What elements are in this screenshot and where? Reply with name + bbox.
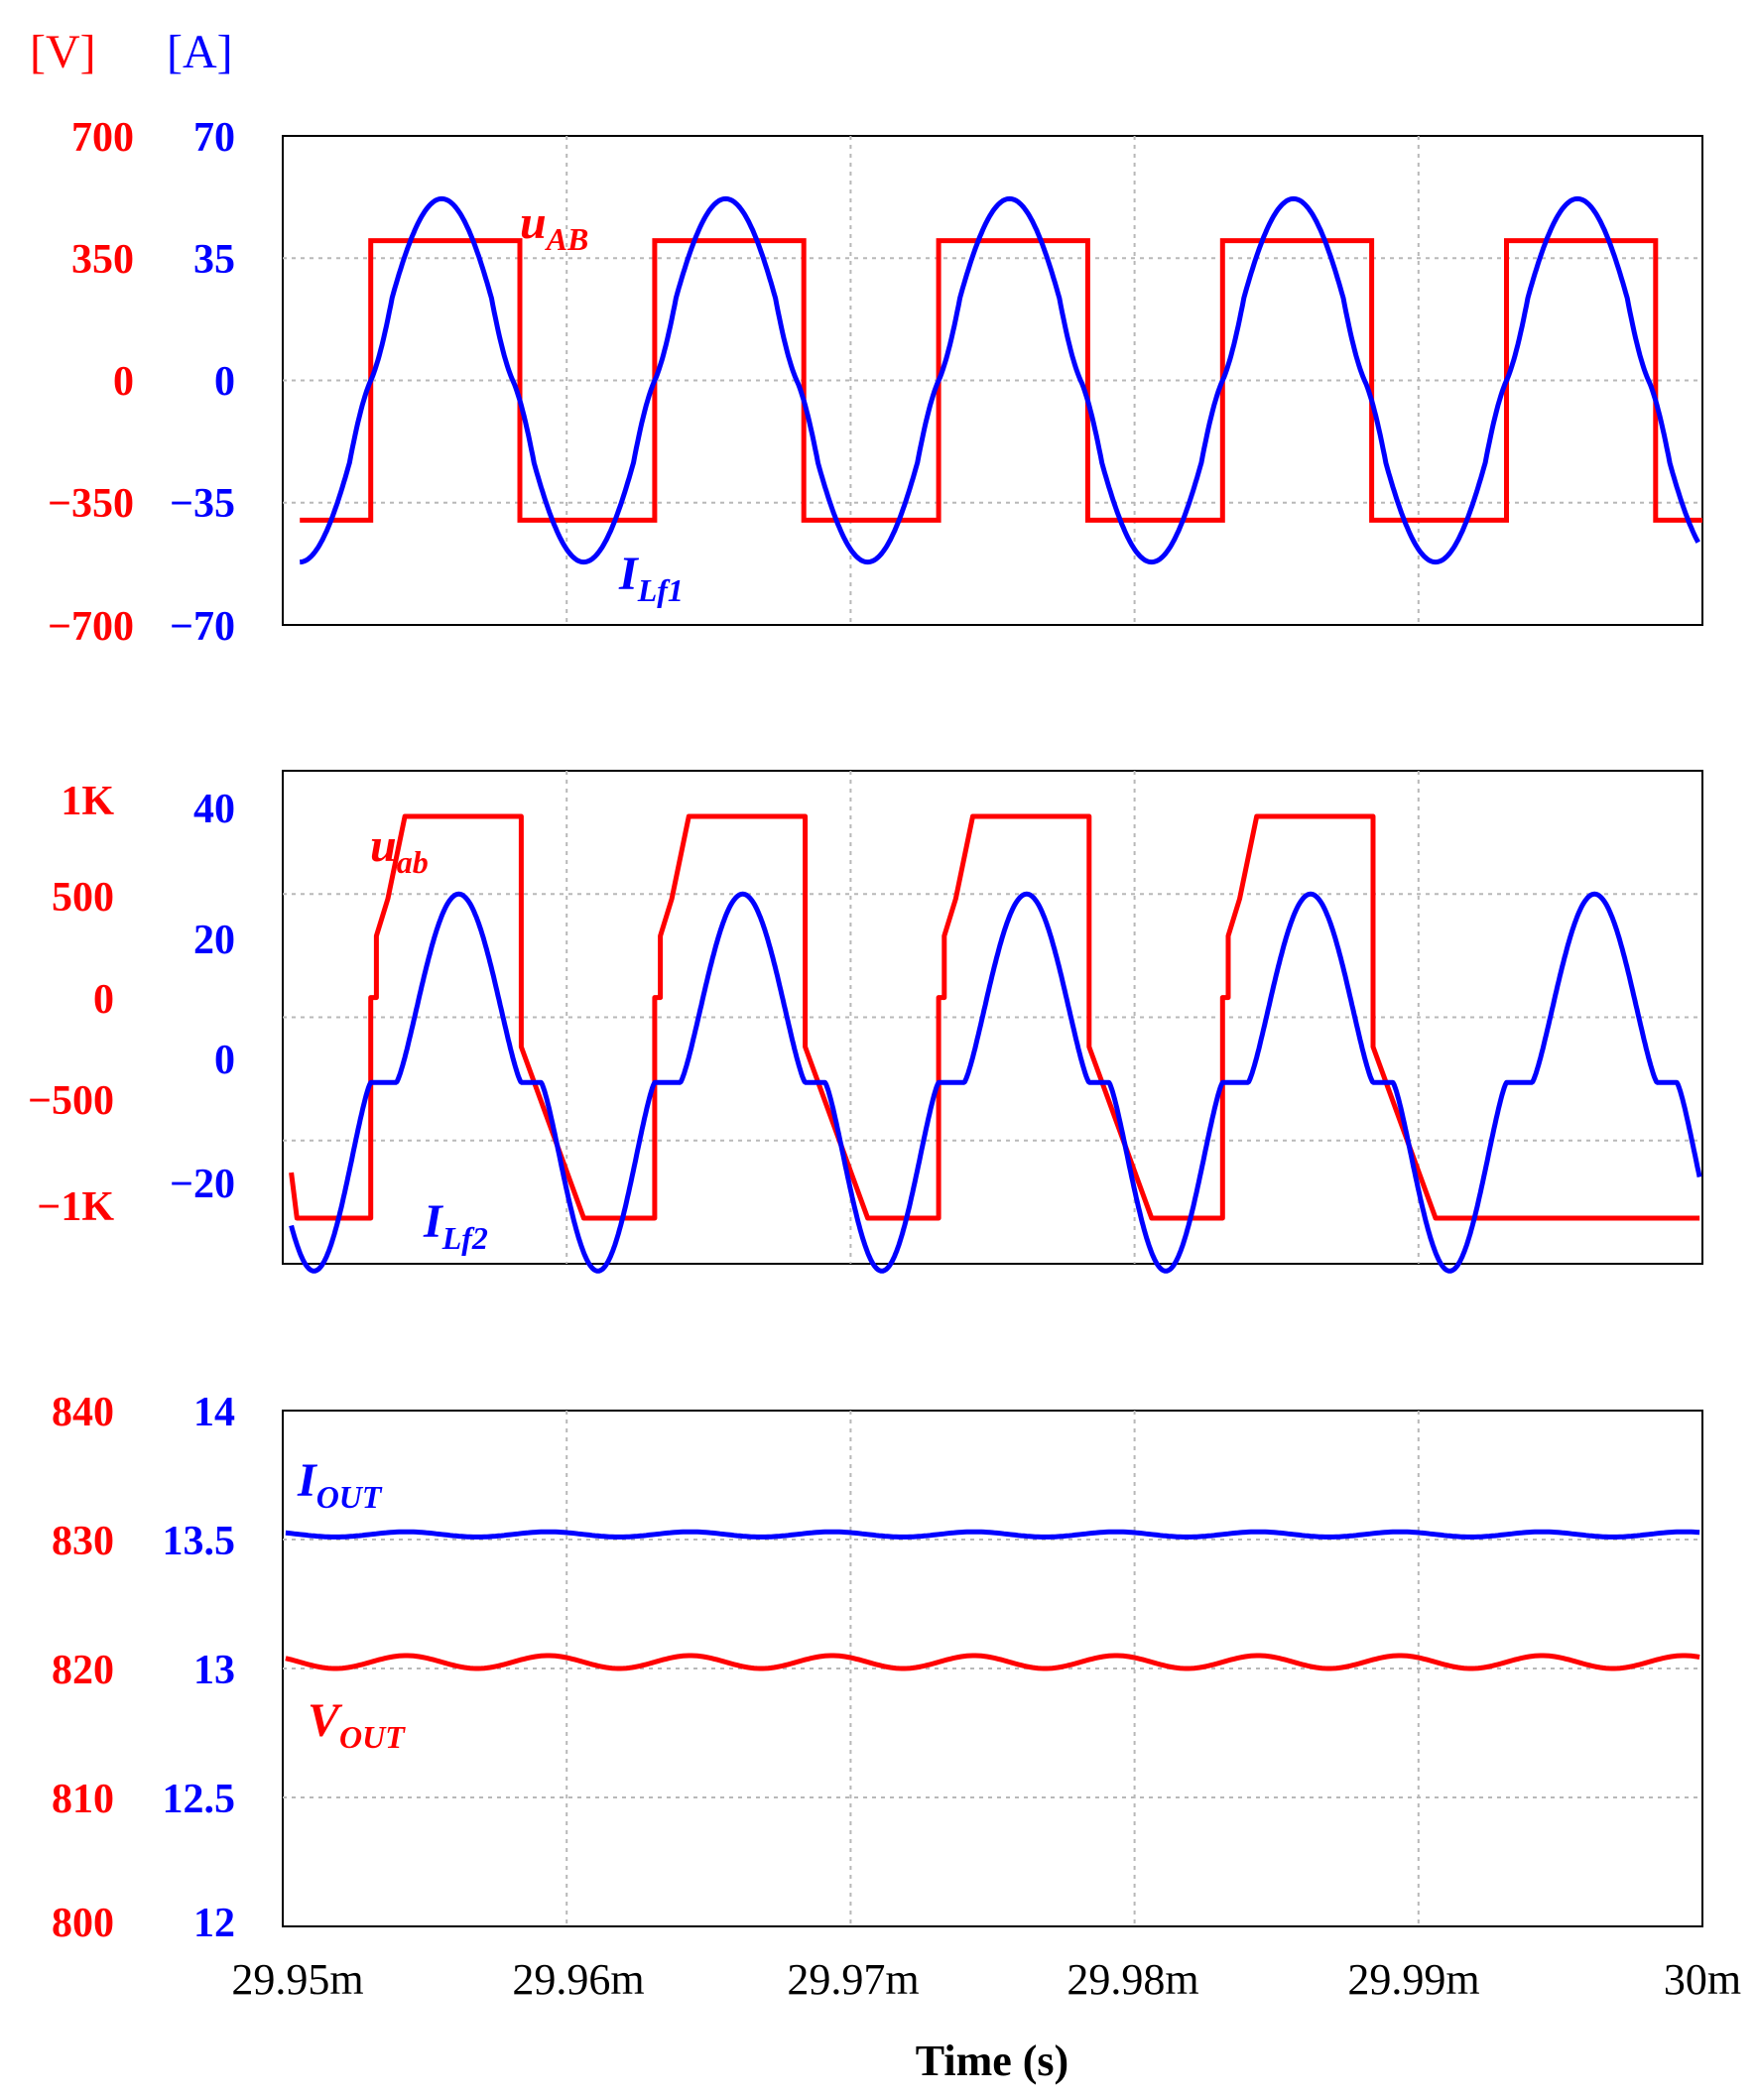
ytick-left: −350	[48, 481, 134, 527]
series-line-V-OUT	[285, 1653, 1700, 1671]
annotation-sub: AB	[545, 221, 589, 257]
ytick-right: −20	[170, 1162, 235, 1207]
ytick-right: 12.5	[163, 1777, 236, 1822]
ytick-right: 0	[214, 1038, 235, 1083]
ytick-right: 35	[193, 237, 235, 283]
xtick-label: 29.98m	[1067, 1955, 1198, 2004]
annotation-base: u	[520, 196, 547, 249]
panel-top-right-axis: 70 35 0 −35 −70	[170, 115, 235, 650]
ytick-left: 1K	[61, 779, 114, 824]
panel-middle: 1K 500 0 −500 −1K 40 20 0 −20 uab ILf2	[28, 770, 1703, 1274]
xtick-label: 30m	[1664, 1955, 1741, 2004]
annotation-I-OUT: IOUT	[297, 1454, 383, 1515]
ytick-left: 830	[52, 1519, 114, 1564]
series-line-u-ab	[289, 813, 1700, 1221]
ytick-right: 0	[214, 359, 235, 405]
ytick-right: 12	[193, 1901, 235, 1946]
ytick-right: −70	[170, 604, 235, 650]
panel-bottom-right-axis: 14 13.5 13 12.5 12	[163, 1390, 236, 1946]
annotation-base: I	[618, 548, 640, 600]
voltage-unit-label: [V]	[30, 26, 96, 78]
xtick-label: 29.97m	[787, 1955, 919, 2004]
panel-top-grid	[283, 136, 1702, 625]
x-axis-label: Time (s)	[916, 2037, 1068, 2085]
series-line-I-OUT	[285, 1529, 1700, 1540]
panel-middle-left-axis: 1K 500 0 −500 −1K	[28, 779, 114, 1230]
ytick-right: 13.5	[163, 1519, 236, 1564]
ytick-left: −500	[28, 1078, 114, 1124]
ytick-left: 0	[93, 977, 114, 1023]
ytick-right: 13	[193, 1648, 235, 1693]
ytick-left: 0	[113, 359, 134, 405]
ytick-left: 700	[71, 115, 134, 161]
ytick-left: 500	[52, 875, 114, 921]
ytick-left: 800	[52, 1901, 114, 1946]
annotation-u-ab: uab	[370, 819, 429, 880]
ytick-left: 840	[52, 1390, 114, 1435]
series-line-I-Lf2	[289, 891, 1702, 1274]
x-axis: 29.95m 29.96m 29.97m 29.98m 29.99m 30m T…	[231, 1955, 1741, 2085]
annotation-I-Lf1: ILf1	[618, 548, 684, 608]
annotation-u-AB: uAB	[520, 196, 588, 257]
ytick-right: 70	[193, 115, 235, 161]
panel-bottom-left-axis: 840 830 820 810 800	[52, 1390, 114, 1946]
annotation-base: I	[423, 1195, 444, 1248]
annotation-base: V	[308, 1694, 343, 1747]
annotation-base: u	[370, 819, 397, 872]
annotation-sub: ab	[397, 844, 429, 880]
xtick-label: 29.96m	[512, 1955, 644, 2004]
ytick-right: 20	[193, 918, 235, 963]
xtick-label: 29.99m	[1347, 1955, 1479, 2004]
annotation-sub: Lf2	[441, 1220, 488, 1256]
panel-top-left-axis: 700 350 0 −350 −700	[48, 115, 134, 650]
ytick-right: −35	[170, 481, 235, 527]
annotation-sub: OUT	[316, 1479, 383, 1515]
ytick-right: 14	[193, 1390, 235, 1435]
ytick-left: −1K	[37, 1184, 114, 1230]
annotation-I-Lf2: ILf2	[423, 1195, 488, 1256]
ytick-left: 350	[71, 237, 134, 283]
ytick-left: 820	[52, 1648, 114, 1693]
ytick-left: 810	[52, 1777, 114, 1822]
panel-bottom: 840 830 820 810 800 14 13.5 13 12.5 12 I…	[52, 1390, 1741, 2085]
annotation-V-OUT: VOUT	[308, 1694, 406, 1755]
panel-middle-right-axis: 40 20 0 −20	[170, 787, 235, 1207]
ytick-left: −700	[48, 604, 134, 650]
panel-bottom-grid	[283, 1411, 1702, 1926]
annotation-sub: Lf1	[637, 572, 684, 608]
current-unit-label: [A]	[167, 26, 233, 78]
series-line-I-Lf1	[299, 195, 1700, 565]
panel-top: 700 350 0 −350 −700 70 35 0 −35 −70 uAB …	[48, 115, 1703, 650]
annotation-base: I	[297, 1454, 318, 1507]
ytick-right: 40	[193, 787, 235, 832]
annotation-sub: OUT	[339, 1719, 406, 1755]
xtick-label: 29.95m	[231, 1955, 363, 2004]
